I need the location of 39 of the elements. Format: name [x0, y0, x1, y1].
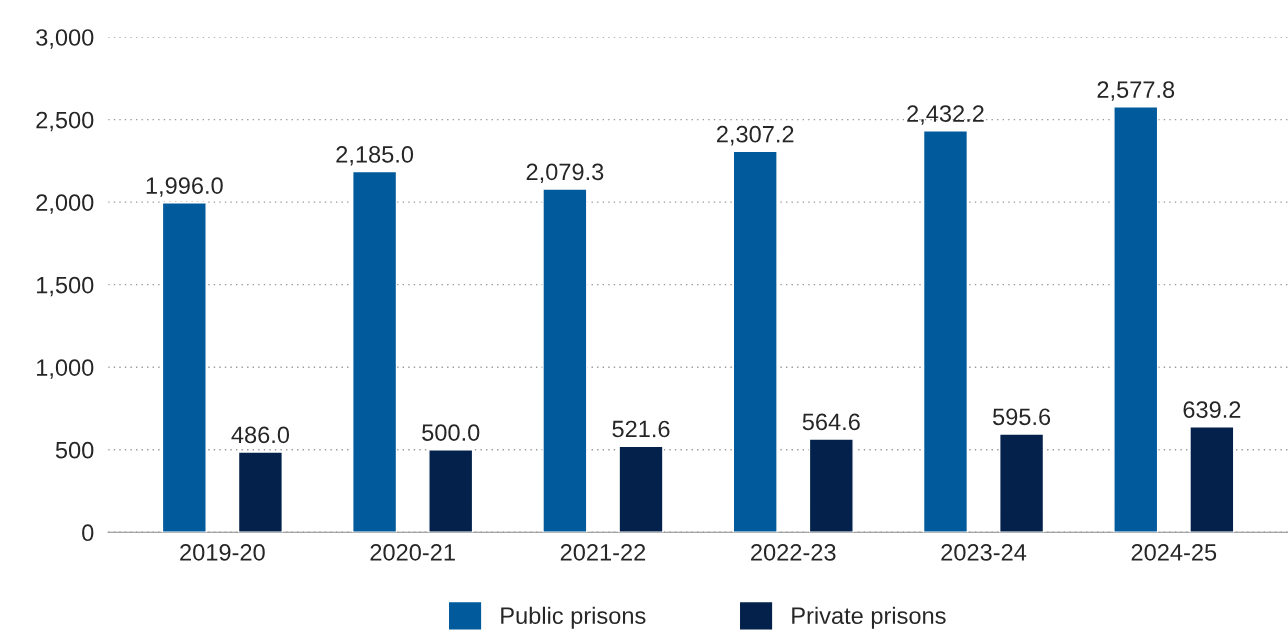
x-tick-label: 2024-25 — [1131, 544, 1217, 561]
y-tick-label: 2,000 — [36, 194, 94, 214]
data-label: 500.0 — [422, 424, 480, 441]
bar — [999, 433, 1045, 533]
x-tick-label: 2023-24 — [941, 544, 1027, 561]
data-label: 2,079.3 — [526, 163, 604, 183]
bar — [542, 188, 588, 533]
x-tick-label: 2020-21 — [370, 544, 455, 561]
x-tick-label: 2021-22 — [560, 544, 646, 561]
bar — [352, 170, 398, 533]
data-label: 639.2 — [1183, 401, 1241, 418]
bar — [808, 438, 854, 533]
y-tick-label: 500 — [55, 441, 94, 459]
bar — [922, 130, 969, 533]
data-label: 486.0 — [231, 426, 290, 444]
bar — [618, 445, 664, 533]
x-tick-label: 2022-23 — [751, 544, 836, 561]
data-label: 2,432.2 — [907, 105, 984, 125]
bar — [1113, 106, 1159, 533]
bar — [1189, 426, 1235, 533]
legend-label: Private prisons — [792, 606, 946, 629]
y-tick-label: 1,500 — [37, 276, 94, 297]
y-tick-label: 0 — [82, 524, 94, 542]
x-tick-label: 2019-20 — [180, 544, 265, 561]
data-label: 2,577.8 — [1097, 81, 1175, 101]
bar — [237, 451, 284, 533]
data-label: 1,996.0 — [146, 177, 223, 197]
data-label: 564.6 — [802, 413, 860, 431]
bar — [732, 150, 778, 533]
legend-label: Public prisons — [501, 606, 646, 629]
data-label: 2,185.0 — [336, 146, 414, 166]
y-tick-label: 2,500 — [36, 111, 94, 132]
data-label: 2,307.2 — [716, 125, 794, 146]
data-label: 595.6 — [993, 408, 1051, 426]
bar — [428, 449, 474, 533]
y-tick-label: 1,000 — [37, 359, 94, 379]
bar — [161, 202, 207, 533]
y-tick-label: 3,000 — [36, 29, 94, 49]
data-label: 521.6 — [612, 420, 670, 438]
